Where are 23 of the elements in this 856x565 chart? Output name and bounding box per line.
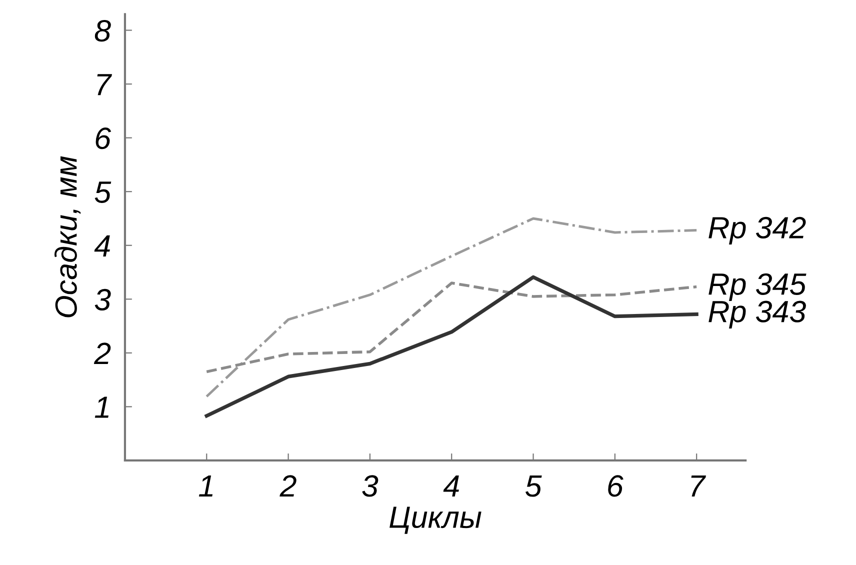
y-tick-label: 1 (94, 396, 109, 418)
line-series (204, 275, 698, 418)
x-tick-label: 6 (608, 475, 624, 497)
series-label: Rp 345 (708, 273, 806, 302)
line-series (205, 282, 698, 374)
series-label: Rp 342 (708, 216, 806, 245)
x-tick-label: 4 (443, 475, 459, 497)
y-tick-label: 7 (97, 74, 112, 96)
y-tick-label: 4 (94, 235, 110, 256)
y-tick-label: 2 (94, 342, 111, 364)
x-axis-title: Циклы (390, 506, 482, 534)
x-tick-label: 1 (198, 475, 213, 497)
y-tick-label: 8 (94, 20, 111, 42)
x-tick-label: 2 (280, 475, 296, 497)
x-tick-label: 3 (362, 475, 378, 497)
y-tick-label: 3 (94, 288, 111, 311)
y-tick-label: 6 (96, 128, 112, 150)
y-tick-label: 5 (94, 182, 112, 203)
series-label: Rp 343 (708, 300, 806, 328)
x-tick-label: 5 (525, 475, 542, 497)
line-series (205, 217, 698, 398)
x-tick-label: 7 (691, 475, 706, 497)
y-axis-title: Осадки, мм (54, 156, 81, 318)
